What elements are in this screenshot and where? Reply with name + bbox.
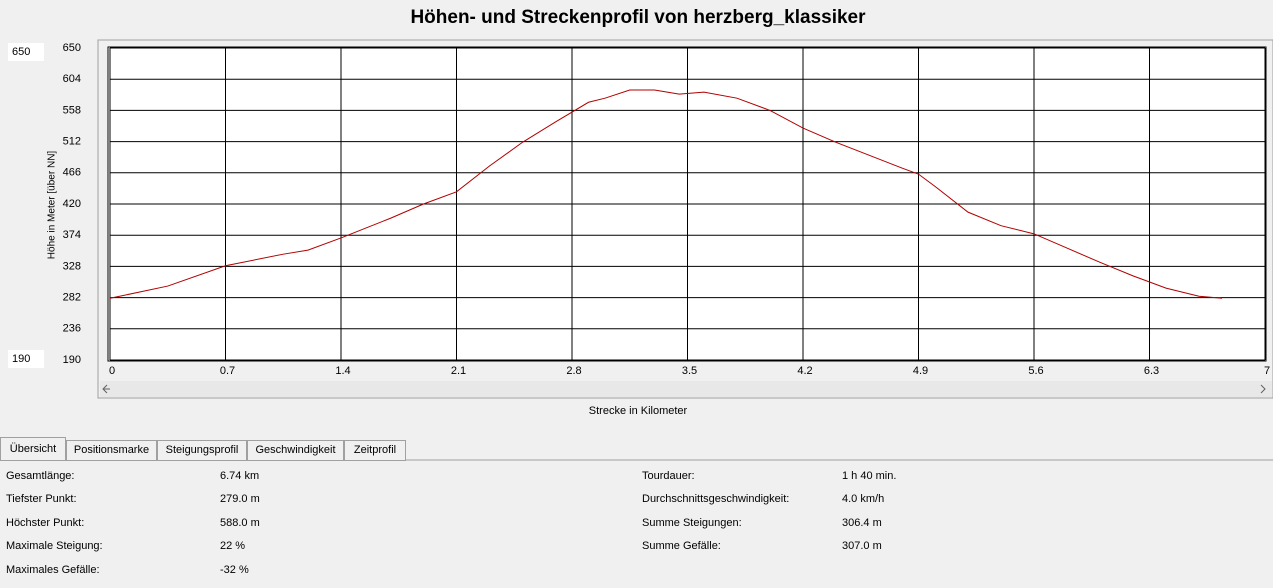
stat-label: Maximale Steigung:	[6, 540, 103, 552]
y-tick-label: 282	[63, 292, 81, 304]
stat-label: Summe Steigungen:	[642, 517, 742, 529]
y-tick-label: 512	[63, 136, 81, 148]
stat-value: 307.0 m	[842, 540, 882, 552]
x-tick-label: 0	[109, 365, 115, 377]
elevation-line	[109, 89, 1223, 299]
tab-label[interactable]: Geschwindigkeit	[255, 444, 335, 456]
x-tick-label: 5.6	[1028, 365, 1043, 377]
scrollbar[interactable]	[100, 381, 1272, 397]
x-tick-label: 6.3	[1144, 365, 1159, 377]
chart: 190 236 282 328 374 420 466 512 558 604 650 0 0.7 1.4…	[63, 42, 1270, 377]
stat-label: Gesamtlänge:	[6, 470, 74, 482]
tab[interactable]	[66, 440, 157, 461]
x-tick-label: 4.2	[797, 365, 812, 377]
min-field[interactable]	[8, 350, 44, 368]
stat-label: Summe Gefälle:	[642, 540, 721, 552]
y-tick-label: 466	[63, 167, 81, 179]
tab-label[interactable]: Steigungsprofil	[166, 444, 239, 456]
y-tick-label: 558	[63, 104, 81, 116]
x-tick-label: 7	[1264, 365, 1270, 377]
stat-value: -32 %	[220, 564, 249, 576]
stat-label: Maximales Gefälle:	[6, 564, 100, 576]
y-axis-label: Höhe in Meter [über NN]	[47, 151, 58, 260]
scroll-right[interactable]	[1260, 384, 1266, 394]
stat-value: 22 %	[220, 540, 245, 552]
x-tick-label: 3.5	[682, 365, 697, 377]
stat-value: 279.0 m	[220, 493, 260, 505]
stats: Gesamtlänge: 6.74 km Tiefster Punkt: 279.0 …	[6, 470, 896, 576]
x-tick-label: 0.7	[220, 365, 235, 377]
stat-value: 306.4 m	[842, 517, 882, 529]
scroll-left[interactable]	[102, 384, 110, 394]
tab-label[interactable]: Positionsmarke	[74, 444, 149, 456]
y-tick-label: 328	[63, 260, 81, 272]
tab-label[interactable]: Übersicht	[10, 443, 56, 455]
y-tick-label: 650	[63, 42, 81, 54]
tab[interactable]	[344, 440, 406, 461]
x-axis-label: Strecke in Kilometer	[589, 405, 688, 417]
y-tick-label: 374	[63, 229, 81, 241]
chart-title: Höhen- und Streckenprofil von herzberg_k…	[410, 7, 866, 28]
x-tick-label: 1.4	[335, 365, 350, 377]
stat-value: 4.0 km/h	[842, 493, 884, 505]
stat-label: Durchschnittsgeschwindigkeit:	[642, 493, 789, 505]
y-tick-label: 190	[63, 354, 81, 366]
max-field-text[interactable]: 650	[12, 46, 30, 58]
tab-label[interactable]: Zeitprofil	[354, 444, 396, 456]
y-tick-label: 420	[63, 198, 81, 210]
x-tick-label: 2.8	[566, 365, 581, 377]
y-tick-label: 236	[63, 323, 81, 335]
stat-value: 6.74 km	[220, 470, 259, 482]
max-field[interactable]	[8, 43, 44, 61]
stat-value: 588.0 m	[220, 517, 260, 529]
stat-label: Tourdauer:	[642, 470, 695, 482]
tab[interactable]	[157, 440, 247, 461]
y-tick-label: 604	[63, 73, 81, 85]
stat-label: Höchster Punkt:	[6, 517, 84, 529]
tab[interactable]	[247, 440, 344, 461]
x-tick-label: 4.9	[913, 365, 928, 377]
tab-bar: Übersicht Positionsmarke Steigungsprofil Ge…	[0, 437, 406, 461]
tab[interactable]	[0, 437, 66, 461]
stat-label: Tiefster Punkt:	[6, 493, 77, 505]
min-field-text[interactable]: 190	[12, 353, 30, 365]
x-tick-label: 2.1	[451, 365, 466, 377]
stat-value: 1 h 40 min.	[842, 470, 896, 482]
